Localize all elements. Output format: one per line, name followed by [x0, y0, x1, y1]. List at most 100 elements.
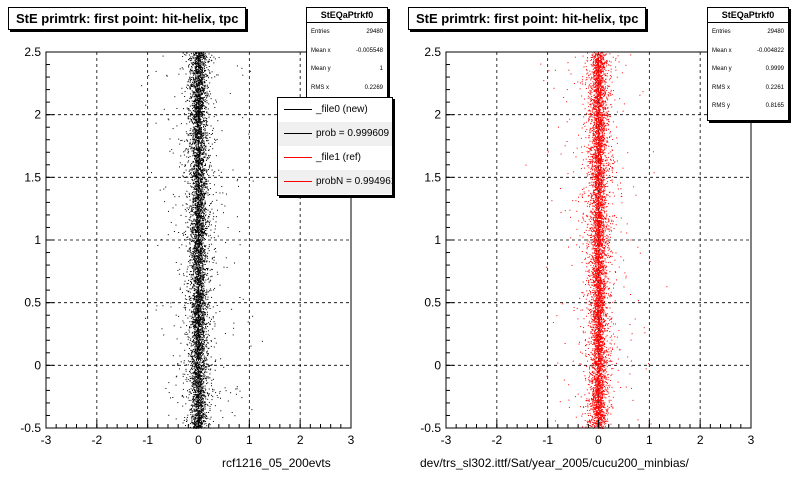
data-point: [202, 296, 204, 298]
data-point: [189, 331, 191, 333]
data-point: [194, 77, 196, 79]
data-point: [202, 279, 204, 281]
data-point: [194, 389, 196, 391]
data-point: [198, 136, 200, 138]
data-point: [204, 56, 206, 58]
data-point: [199, 53, 200, 54]
data-point: [187, 283, 189, 284]
data-point: [198, 387, 200, 389]
data-point: [204, 156, 206, 158]
data-point: [201, 265, 203, 266]
data-point: [187, 250, 188, 252]
data-point: [207, 257, 209, 259]
data-point: [210, 224, 212, 226]
data-point: [198, 244, 200, 246]
data-point: [199, 188, 201, 190]
data-point: [199, 122, 201, 124]
data-point: [205, 211, 207, 213]
data-point: [191, 58, 193, 59]
data-point: [193, 259, 195, 261]
data-point: [193, 358, 195, 360]
data-point: [199, 61, 201, 63]
data-point: [197, 70, 198, 72]
data-point: [194, 360, 195, 362]
data-point: [196, 185, 197, 187]
data-point: [194, 204, 196, 206]
data-point: [145, 317, 147, 319]
data-point: [209, 418, 211, 420]
data-point: [193, 321, 195, 323]
data-point: [198, 165, 200, 167]
data-point: [194, 398, 196, 400]
data-point: [185, 370, 187, 372]
data-point: [230, 392, 232, 394]
data-point: [192, 94, 194, 96]
data-point: [202, 153, 204, 155]
data-point: [175, 418, 177, 420]
data-point: [202, 147, 203, 149]
data-point: [192, 277, 194, 279]
data-point: [194, 299, 196, 301]
data-point: [192, 355, 194, 357]
data-point: [192, 265, 194, 267]
data-point: [201, 381, 203, 383]
data-point: [199, 82, 200, 84]
data-point: [199, 361, 201, 363]
data-point: [200, 71, 202, 73]
data-point: [194, 239, 196, 241]
data-point: [200, 251, 202, 253]
data-point: [196, 80, 198, 82]
data-point: [195, 152, 197, 154]
data-point: [195, 174, 197, 176]
data-point: [210, 289, 212, 291]
data-point: [202, 222, 204, 224]
data-point: [198, 240, 200, 242]
data-point: [199, 336, 201, 338]
data-point: [204, 371, 206, 373]
data-point: [197, 372, 199, 374]
data-point: [203, 381, 205, 383]
data-point: [209, 220, 211, 222]
data-point: [196, 398, 198, 400]
data-point: [198, 292, 200, 294]
data-point: [194, 245, 196, 247]
data-point: [194, 384, 196, 386]
data-point: [197, 329, 199, 331]
data-point: [197, 133, 199, 135]
data-point: [202, 246, 203, 248]
data-point: [187, 152, 189, 154]
data-point: [206, 187, 208, 189]
data-point: [188, 207, 190, 209]
data-point: [195, 131, 197, 133]
data-point: [201, 345, 203, 347]
data-point: [200, 396, 202, 398]
data-point: [196, 162, 198, 164]
data-point: [217, 273, 219, 275]
data-point: [204, 258, 206, 260]
data-point: [196, 240, 198, 242]
data-point: [203, 373, 205, 375]
data-point: [198, 398, 200, 400]
data-point: [195, 377, 196, 379]
data-point: [215, 155, 217, 157]
data-point: [189, 273, 190, 275]
data-point: [187, 333, 189, 335]
data-point: [196, 395, 198, 397]
data-point: [182, 52, 184, 54]
data-point: [185, 364, 187, 366]
data-point: [194, 70, 195, 72]
data-point: [201, 82, 202, 84]
data-point: [189, 58, 191, 59]
data-point: [206, 85, 208, 87]
data-point: [200, 243, 202, 245]
data-point: [203, 288, 205, 290]
data-point: [197, 239, 199, 241]
data-point: [207, 376, 209, 378]
data-point: [195, 108, 197, 110]
data-point: [197, 368, 199, 370]
data-point: [199, 329, 201, 331]
data-point: [211, 77, 213, 79]
data-point: [201, 282, 203, 284]
data-point: [201, 229, 203, 231]
data-point: [194, 100, 195, 102]
